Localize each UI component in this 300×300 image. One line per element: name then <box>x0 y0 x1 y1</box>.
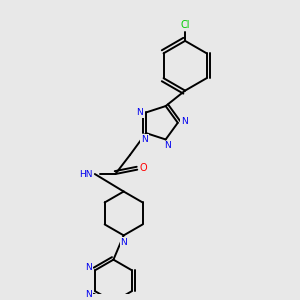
Text: O: O <box>140 163 148 173</box>
Text: N: N <box>164 141 170 150</box>
Text: N: N <box>136 108 143 117</box>
Text: N: N <box>120 238 127 247</box>
Text: N: N <box>85 290 92 299</box>
Text: HN: HN <box>79 169 92 178</box>
Text: Cl: Cl <box>180 20 190 30</box>
Text: N: N <box>85 263 92 272</box>
Text: N: N <box>181 117 188 126</box>
Text: N: N <box>141 135 148 144</box>
